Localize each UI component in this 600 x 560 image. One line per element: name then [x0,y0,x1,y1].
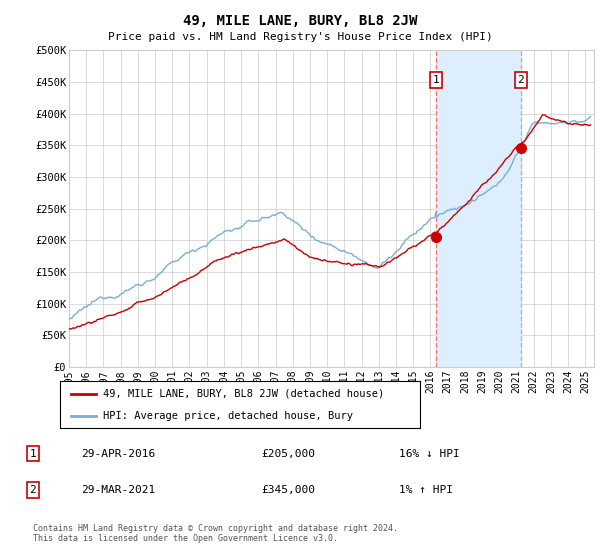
Text: 2: 2 [29,485,37,495]
Text: 1: 1 [29,449,37,459]
Text: 16% ↓ HPI: 16% ↓ HPI [399,449,460,459]
Text: Contains HM Land Registry data © Crown copyright and database right 2024.
This d: Contains HM Land Registry data © Crown c… [33,524,398,543]
Bar [436,50,521,367]
Text: 49, MILE LANE, BURY, BL8 2JW (detached house): 49, MILE LANE, BURY, BL8 2JW (detached h… [103,389,385,399]
Text: 29-APR-2016: 29-APR-2016 [81,449,155,459]
Text: HPI: Average price, detached house, Bury: HPI: Average price, detached house, Bury [103,410,353,421]
Text: 49, MILE LANE, BURY, BL8 2JW: 49, MILE LANE, BURY, BL8 2JW [183,14,417,28]
Text: £205,000: £205,000 [261,449,315,459]
Text: 2: 2 [517,75,524,85]
Text: 1: 1 [433,75,440,85]
Text: 1% ↑ HPI: 1% ↑ HPI [399,485,453,495]
Text: 29-MAR-2021: 29-MAR-2021 [81,485,155,495]
Text: £345,000: £345,000 [261,485,315,495]
Text: Price paid vs. HM Land Registry's House Price Index (HPI): Price paid vs. HM Land Registry's House … [107,32,493,43]
